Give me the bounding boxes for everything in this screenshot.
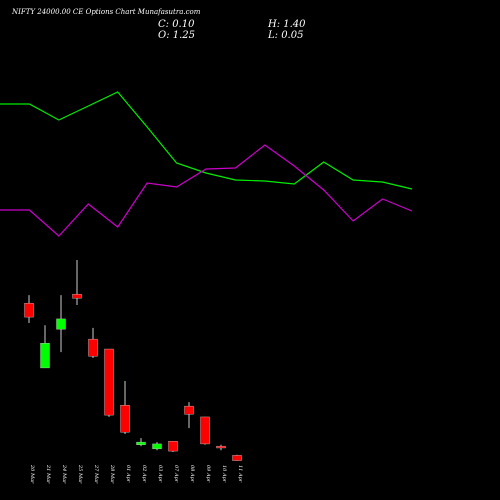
candle-body — [88, 338, 98, 357]
x-tick-label: 27 Mar — [93, 464, 99, 484]
x-tick-label: 28 Mar — [109, 464, 115, 484]
info-open: O: 1.25 — [158, 30, 195, 41]
candle-body — [152, 443, 162, 450]
x-tick-label: 01 Apr — [125, 465, 131, 483]
x-tick-label: 11 Apr — [237, 465, 243, 483]
candle-body — [200, 416, 210, 445]
candle-body — [184, 405, 194, 415]
x-tick-label: 03 Apr — [157, 465, 163, 483]
x-tick-label: 10 Apr — [221, 465, 227, 483]
chart-title: NIFTY 24000.00 CE Options Chart Munafasu… — [11, 8, 201, 16]
candle-body — [24, 302, 34, 318]
x-tick-label: 02 Apr — [141, 465, 147, 483]
candle-body — [40, 342, 50, 369]
candle-body — [232, 455, 242, 461]
x-tick-label: 07 Apr — [173, 465, 179, 483]
x-tick-label: 08 Apr — [189, 465, 195, 483]
line-series — [0, 144, 413, 237]
candle-body — [168, 441, 178, 452]
line-series — [0, 91, 413, 190]
candle-body — [72, 293, 82, 299]
candle-body — [120, 405, 130, 433]
info-low: L: 0.05 — [267, 30, 303, 41]
x-tick-label: 20 Mar — [29, 464, 35, 484]
x-tick-label: 09 Apr — [205, 465, 211, 483]
candle-body — [136, 441, 146, 446]
x-tick-label: 21 Mar — [45, 464, 51, 484]
candle-body — [56, 318, 66, 330]
info-high: H: 1.40 — [267, 19, 306, 30]
candle-body — [216, 445, 226, 449]
x-tick-label: 24 Mar — [61, 464, 67, 484]
x-tick-label: 25 Mar — [77, 464, 83, 484]
candle-body — [104, 348, 114, 416]
info-close: C: 0.10 — [158, 19, 195, 30]
